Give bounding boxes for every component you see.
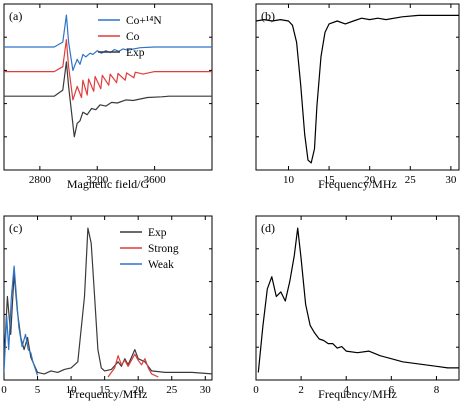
legend: Exp Strong Weak	[120, 227, 179, 271]
series-main-line	[257, 227, 459, 373]
axes-frame	[255, 215, 460, 381]
x-tick-label: 15	[99, 384, 111, 396]
series-co-line	[4, 39, 212, 101]
axes-frame	[3, 3, 213, 171]
x-axis-label: Frequency/MHz	[318, 387, 397, 401]
series-strong-line	[107, 353, 159, 378]
series-exp-line	[4, 61, 212, 138]
x-axis-label: Frequency/MHz	[69, 387, 148, 401]
series-co-n-line	[4, 14, 212, 71]
axes-frame	[3, 215, 213, 381]
x-tick-label: 25	[405, 174, 417, 186]
x-axis-label: Magnetic field/G	[67, 177, 150, 191]
x-tick-label: 8	[434, 384, 440, 396]
x-tick-label: 10	[283, 174, 295, 186]
x-tick-label: 15	[324, 174, 336, 186]
x-axis-label: Frequency/MHz	[318, 177, 397, 191]
x-tick-label: 4	[343, 384, 349, 396]
x-tick-label: 25	[166, 384, 178, 396]
x-tick-label: 3600	[144, 174, 167, 186]
legend: Co+¹⁴N Co Exp	[98, 15, 162, 59]
legend-label: Exp	[148, 227, 167, 239]
x-tick-label: 30	[200, 384, 212, 396]
legend-label: Weak	[148, 259, 174, 271]
series-exp-line	[4, 227, 212, 375]
x-tick-label: 30	[445, 174, 457, 186]
x-tick-label: 2800	[29, 174, 52, 186]
panel-c: 0 5 10 15 20 25 30 Frequency/MHz (c) Exp Strong Wea…	[1, 215, 213, 401]
axes-frame	[255, 3, 460, 171]
x-tick-label: 0	[253, 384, 259, 396]
x-tick-label: 20	[133, 384, 145, 396]
panel-label: (c)	[9, 221, 22, 235]
legend-label: Strong	[148, 243, 179, 255]
panel-label: (d)	[261, 221, 275, 235]
x-tick-label: 10	[66, 384, 78, 396]
x-tick-label: 5	[35, 384, 41, 396]
x-tick-label: 6	[389, 384, 395, 396]
legend-label: Co+¹⁴N	[126, 15, 162, 27]
x-tick-label: 20	[364, 174, 376, 186]
x-tick-label: 2	[298, 384, 304, 396]
panel-d: 0 2 4 6 8 Frequency/MHz (d)	[253, 215, 460, 401]
panel-label: (a)	[9, 9, 22, 23]
x-tick-label: 3200	[86, 174, 109, 186]
x-tick-label: 0	[1, 384, 7, 396]
series-main-line	[256, 14, 459, 164]
legend-label: Exp	[126, 47, 145, 59]
legend-label: Co	[126, 31, 140, 43]
series-weak-line	[4, 265, 39, 376]
